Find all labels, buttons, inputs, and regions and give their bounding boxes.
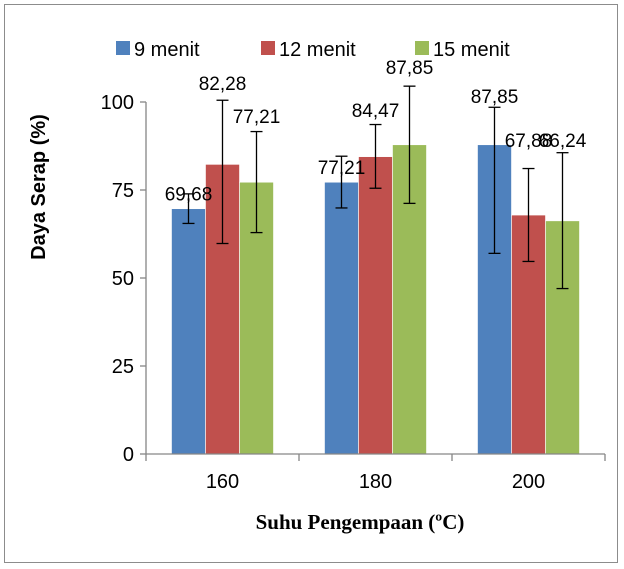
- bars-layer: [171, 144, 580, 455]
- bar-9-menit-160: [171, 208, 206, 455]
- x-tick-label: 180: [359, 471, 392, 493]
- legend-label: 15 menit: [433, 39, 510, 61]
- legend-item-12-menit: 12 menit: [261, 39, 356, 61]
- legend-item-15-menit: 15 menit: [415, 39, 510, 61]
- x-axis-label: Suhu Pengempaan (ºC): [256, 510, 465, 534]
- x-tick-label: 200: [512, 471, 545, 493]
- bar-12-menit-180: [358, 156, 393, 455]
- axes-layer: 0 25 50 75 100 160 180 200: [101, 92, 606, 493]
- x-tick-label: 160: [206, 471, 239, 493]
- error-bars-layer: [182, 85, 569, 290]
- legend-item-9-menit: 9 menit: [116, 39, 200, 61]
- data-labels-layer: 69,68 82,28 77,21 77,21 84,47 87,85 87,85 67,88…: [165, 58, 587, 206]
- legend: 9 menit 12 menit 15 menit: [116, 39, 510, 61]
- y-tick-label: 75: [112, 180, 134, 202]
- data-label: 77,21: [233, 107, 281, 128]
- legend-swatch: [415, 41, 429, 55]
- y-tick-label: 100: [101, 92, 134, 114]
- y-axis-label: Daya Serap (%): [28, 114, 50, 260]
- data-label: 77,21: [318, 158, 366, 179]
- data-label: 69,68: [165, 185, 213, 206]
- legend-swatch: [116, 41, 130, 55]
- y-tick-label: 50: [112, 268, 134, 290]
- data-label: 66,24: [539, 131, 587, 152]
- data-label: 67,88: [505, 131, 553, 152]
- legend-label: 12 menit: [279, 39, 356, 61]
- data-label: 82,28: [199, 74, 247, 95]
- legend-label: 9 menit: [134, 39, 200, 61]
- legend-swatch: [261, 41, 275, 55]
- y-tick-label: 25: [112, 356, 134, 378]
- data-label: 87,85: [386, 58, 434, 79]
- bar-9-menit-180: [324, 181, 359, 455]
- y-tick-label: 0: [123, 444, 134, 466]
- data-label: 84,47: [352, 101, 400, 122]
- data-label: 87,85: [471, 87, 519, 108]
